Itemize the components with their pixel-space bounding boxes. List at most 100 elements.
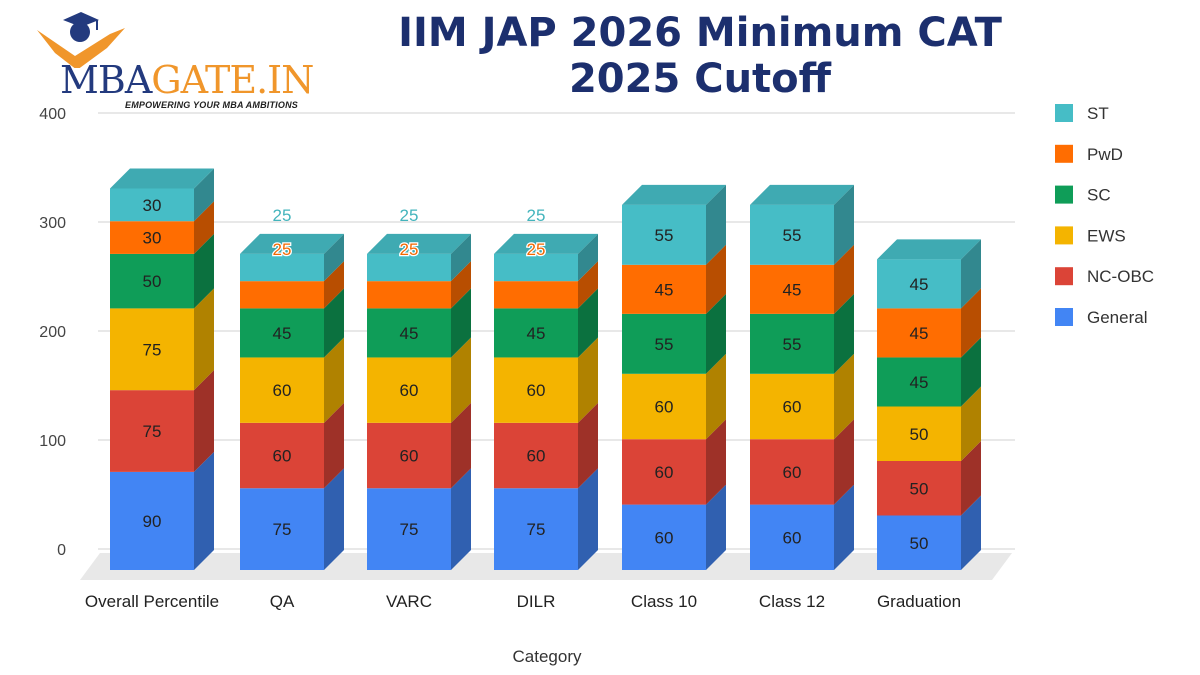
bar-segment-front: [877, 515, 961, 570]
bar-segment-top: [622, 184, 726, 205]
bar-segment-front: [240, 308, 324, 358]
bar-segment-front: [750, 204, 834, 265]
data-label: 45: [783, 280, 802, 299]
data-label: 60: [527, 381, 546, 400]
bar-segment-front: [367, 422, 451, 489]
bar-segment-side: [451, 233, 471, 282]
data-label: 45: [655, 280, 674, 299]
bar-stack-class-12: 60 60 60 55 45 55: [750, 184, 854, 570]
bar-segment-top: [367, 233, 471, 254]
bar-segment-side: [578, 337, 598, 423]
data-label: 75: [143, 340, 162, 359]
bar-segment-side: [194, 370, 214, 472]
bar-segment-front: [110, 253, 194, 309]
bar-segment-side: [706, 353, 726, 440]
bar-segment-front: [622, 204, 706, 265]
bar-segment-front: [750, 373, 834, 440]
data-label: 55: [783, 335, 802, 354]
bar-segment-side: [834, 419, 854, 505]
bar-segment-side: [961, 337, 981, 407]
data-label: 60: [527, 447, 546, 466]
x-tick-label: VARC: [386, 592, 432, 611]
bar-segment-front: [240, 281, 324, 309]
bar-segment-front: [494, 357, 578, 423]
data-label: 75: [273, 520, 292, 539]
logo-graduate-icon: [37, 12, 125, 68]
bar-segment-side: [834, 353, 854, 440]
legend-label-general: General: [1087, 308, 1147, 327]
bar-stack-class-10: 60 60 60 55 45 55: [622, 184, 726, 570]
data-label: 75: [527, 520, 546, 539]
bar-segment-front: [877, 357, 961, 407]
bar-segment-side: [578, 288, 598, 358]
bar-segment-side: [706, 484, 726, 570]
bar-segment-side: [451, 261, 471, 309]
x-tick-label: Graduation: [877, 592, 961, 611]
data-label: 50: [143, 272, 162, 291]
bar-segment-front: [110, 188, 194, 222]
bar-stack-dilr: 75 60 60 45 25 25: [494, 206, 598, 570]
legend: ST PwD SC EWS NC-OBC General: [1055, 104, 1154, 327]
bar-segment-side: [194, 201, 214, 254]
bar-segment-side: [324, 468, 344, 570]
data-label: 30: [143, 196, 162, 215]
bar-segment-front: [622, 439, 706, 505]
bar-segment-front: [240, 253, 324, 282]
bar-segment-front: [367, 253, 451, 282]
mbagate-logo: MBAGATE.IN EMPOWERING YOUR MBA AMBITIONS: [35, 8, 325, 113]
bar-segment-front: [622, 504, 706, 570]
data-label: 60: [273, 447, 292, 466]
data-label: 45: [910, 324, 929, 343]
y-tick-label: 400: [39, 106, 66, 123]
bar-segment-side: [706, 293, 726, 374]
data-label: 75: [143, 422, 162, 441]
bar-segment-front: [367, 308, 451, 358]
legend-swatch: [1055, 104, 1073, 122]
bar-segment-side: [578, 402, 598, 489]
y-tick-label: 0: [57, 542, 66, 559]
data-label: 45: [273, 324, 292, 343]
bar-stack-varc: 75 60 60 45 25 25: [367, 206, 471, 570]
bar-stack-graduation: 50 50 50 45 45 45: [877, 239, 981, 570]
bar-segment-side: [961, 441, 981, 516]
bar-segment-front: [877, 406, 961, 461]
bar-segment-side: [961, 288, 981, 358]
bar-segment-side: [451, 337, 471, 423]
bar-segment-side: [578, 468, 598, 570]
bar-segment-front: [110, 390, 194, 472]
data-label: 60: [783, 528, 802, 547]
data-label: 25: [527, 240, 546, 259]
data-label: 25: [273, 240, 292, 259]
bar-segment-top: [877, 239, 981, 260]
bar-segment-side: [834, 184, 854, 265]
data-label: 45: [527, 324, 546, 343]
data-label: 45: [910, 275, 929, 294]
data-label: 30: [143, 229, 162, 248]
legend-swatch: [1055, 226, 1073, 245]
logo-tagline: EMPOWERING YOUR MBA AMBITIONS: [125, 100, 298, 110]
bar-segment-top: [750, 184, 854, 205]
bar-segment-side: [324, 337, 344, 423]
data-label: 60: [783, 463, 802, 482]
data-label: 55: [783, 226, 802, 245]
bar-segment-side: [194, 288, 214, 391]
data-label: 50: [910, 534, 929, 553]
bar-segment-side: [578, 233, 598, 282]
data-label: 90: [143, 512, 162, 531]
bar-segment-front: [494, 253, 578, 282]
bar-segment-side: [451, 288, 471, 358]
x-tick-label: DILR: [517, 592, 556, 611]
bar-segment-front: [494, 422, 578, 489]
legend-label-ews: EWS: [1087, 226, 1126, 245]
bar-segment-front: [110, 221, 194, 254]
data-label: 60: [655, 528, 674, 547]
data-label: 45: [400, 324, 419, 343]
y-tick-label: 100: [39, 433, 66, 450]
legend-swatch: [1055, 185, 1073, 204]
bar-segment-front: [750, 313, 834, 374]
bar-segment-side: [834, 244, 854, 314]
data-label: 60: [400, 447, 419, 466]
bar-segment-top: [240, 233, 344, 254]
bar-segment-front: [494, 308, 578, 358]
